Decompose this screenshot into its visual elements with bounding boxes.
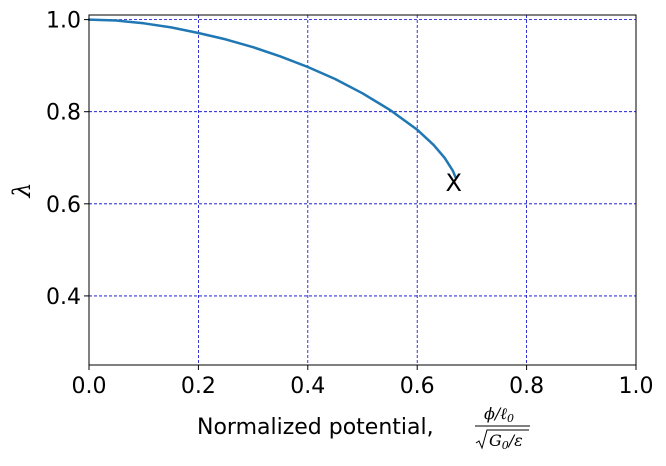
x-tick-label-0: 0.0: [72, 374, 107, 399]
plot-frame: [88, 14, 637, 366]
y-tick-label-3: 1.0: [46, 9, 81, 34]
annotation-layer: X: [445, 169, 461, 197]
grid: [88, 15, 637, 365]
x-label-sqrt-sign: [475, 429, 529, 450]
x-tick-label-5: 1.0: [619, 374, 654, 399]
series-line-0: [87, 18, 457, 179]
x-tick-label-3: 0.6: [400, 374, 435, 399]
y-tick-label-0: 0.4: [46, 285, 81, 310]
y-tick-label-1: 0.6: [46, 193, 81, 218]
x-label-numerator: ϕ/ℓ0: [484, 404, 514, 425]
x-axis-label-text: Normalized potential,: [197, 415, 434, 440]
x-axis-label-math: ϕ/ℓ0 G0/ε: [475, 404, 530, 452]
x-tick-label-2: 0.4: [290, 374, 325, 399]
y-axis: 0.4 0.6 0.8 1.0: [46, 9, 89, 310]
annotation-0: X: [445, 169, 461, 197]
x-tick-label-4: 0.8: [509, 374, 544, 399]
y-tick-label-2: 0.8: [46, 101, 81, 126]
series-layer: [87, 18, 457, 179]
x-label-denominator: G0/ε: [489, 431, 523, 452]
y-axis-label: λ: [8, 182, 36, 198]
x-tick-label-1: 0.2: [181, 374, 216, 399]
x-axis-label: Normalized potential, ϕ/ℓ0 G0/ε: [197, 404, 530, 452]
x-axis: 0.0 0.2 0.4 0.6 0.8 1.0: [72, 365, 654, 399]
